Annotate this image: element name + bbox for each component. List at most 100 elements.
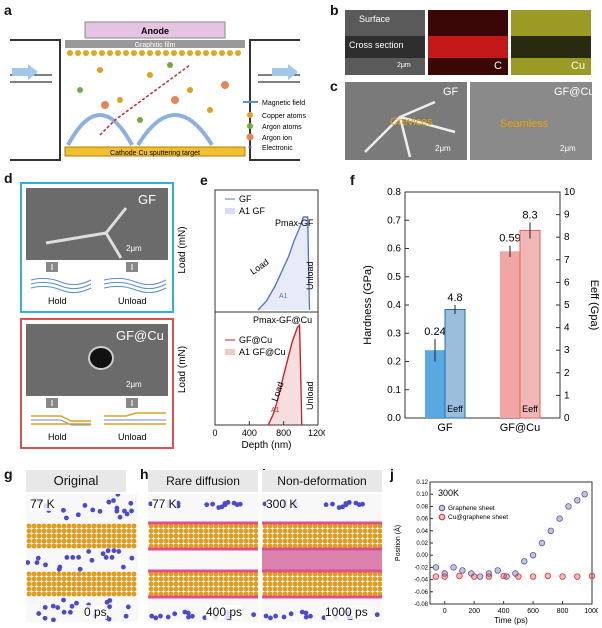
e-legend-a1gfcu: A1 GF@Cu: [239, 347, 286, 357]
i-atom-cu: [337, 523, 343, 529]
i-atom-cu: [267, 543, 273, 549]
h-atom-cu: [173, 581, 179, 587]
g-atom-cu: [51, 543, 57, 549]
g-atom-ar: [129, 508, 134, 514]
i-atom-cu: [277, 591, 283, 597]
g-atom-cu: [56, 586, 62, 592]
g-atom-cu: [91, 591, 97, 597]
g-atom-cu: [76, 571, 82, 577]
h-atom-cu: [253, 528, 258, 534]
i-atom-cu: [317, 581, 323, 587]
i-atom-cu: [307, 581, 313, 587]
g-atom-cu: [41, 523, 47, 529]
i-atom-cu: [312, 581, 318, 587]
i-atom-cu: [327, 523, 333, 529]
d-gf-frame: GF 2μm Hold Unload: [20, 182, 174, 313]
h-atom-cu: [208, 523, 214, 529]
g-atom-cu: [51, 571, 57, 577]
g-atom-cu: [51, 576, 57, 582]
h-atom-cu: [243, 528, 249, 534]
h-atom-cu: [248, 591, 254, 597]
g-atom-cu: [26, 571, 32, 577]
i-atom-cu: [297, 533, 303, 539]
j-point-0-12: [538, 539, 546, 547]
h-atom-cu: [238, 538, 244, 544]
i-atom-cu: [272, 533, 278, 539]
g-atom-cu: [121, 586, 127, 592]
i-atom-cu: [347, 523, 353, 529]
j-point-1-3: [470, 573, 478, 580]
i-atom-cu: [377, 586, 382, 592]
j-point-1-0: [432, 573, 440, 580]
i-atom-cu: [337, 576, 343, 582]
j-ytick-label-10: 0.12: [416, 480, 428, 486]
h-atom-ar: [222, 502, 228, 508]
h-atom-cu: [158, 571, 164, 577]
i-atom-cu: [352, 528, 358, 534]
i-atom-cu: [282, 543, 288, 549]
g-atom-cu: [26, 533, 32, 539]
h-atom-cu: [238, 591, 244, 597]
i-atom-cu: [317, 586, 323, 592]
g-atom-ar: [55, 605, 61, 610]
h-atom-cu: [253, 533, 258, 539]
f-y2tick-label-3: 3: [564, 345, 570, 356]
g-atom-cu: [121, 571, 127, 577]
g-atom-cu: [96, 523, 102, 529]
h-atom-cu: [158, 576, 164, 582]
h-atom-cu: [178, 533, 184, 539]
j-point-0-2: [450, 564, 457, 571]
i-atom-ar: [308, 613, 313, 619]
j-xtick-label-3: 600: [527, 608, 539, 615]
h-atom-cu: [153, 543, 159, 549]
h-atom-cu: [178, 571, 184, 577]
h-atom-cu: [158, 538, 164, 544]
h-atom-cu: [183, 538, 189, 544]
d-hold1: Hold: [48, 296, 67, 306]
g-atom-cu: [86, 538, 92, 544]
i-atom-cu: [367, 571, 373, 577]
i-atom-cu: [292, 586, 298, 592]
i-title: Non-deformation: [262, 470, 382, 492]
i-atom-cu: [277, 576, 283, 582]
g-atom-ar: [107, 604, 112, 610]
h-atom-cu: [158, 586, 164, 592]
i-atom-cu: [277, 543, 283, 549]
i-atom-cu: [377, 576, 382, 582]
h-atom-cu: [213, 581, 219, 587]
g-atom-ar: [114, 505, 120, 511]
i-atom-cu: [317, 538, 323, 544]
e-a1-bot: A1: [271, 407, 280, 414]
i-atom-cu: [302, 528, 308, 534]
h-atom-cu: [148, 576, 154, 582]
h-atom-cu: [168, 538, 174, 544]
j-ytick-label-0: -0.08: [414, 602, 428, 608]
g-atom-cu: [101, 528, 107, 534]
i-atom-cu: [332, 533, 338, 539]
g-atom-ar: [61, 597, 66, 603]
i-atom-cu: [317, 523, 323, 529]
h-atom-cu: [253, 586, 258, 592]
i-atom-cu: [292, 533, 298, 539]
i-atom-cu: [267, 538, 273, 544]
h-atom-cu: [243, 523, 249, 529]
h-atom-cu: [198, 543, 204, 549]
i-atom-cu: [322, 591, 328, 597]
g-atom-cu: [26, 576, 32, 582]
i-atom-cu: [357, 543, 363, 549]
g-atom-cu: [91, 528, 97, 534]
f-xcat-1: GF@Cu: [500, 422, 541, 434]
h-atom-cu: [193, 523, 199, 529]
f-eff-sub-1: Eeff: [522, 404, 538, 414]
cross-section-label: Cross section: [349, 40, 404, 50]
h-atom-cu: [198, 581, 204, 587]
h-atom-cu: [238, 571, 244, 577]
g-atom-cu: [46, 523, 52, 529]
h-atom-cu: [178, 591, 184, 597]
i-atom-ar: [323, 502, 329, 508]
g-atom-ar: [129, 555, 135, 561]
d-scale1: 2μm: [126, 244, 142, 253]
i-atom-cu: [342, 591, 348, 597]
g-atom-cu: [111, 571, 117, 577]
i-atom-cu: [322, 571, 328, 577]
